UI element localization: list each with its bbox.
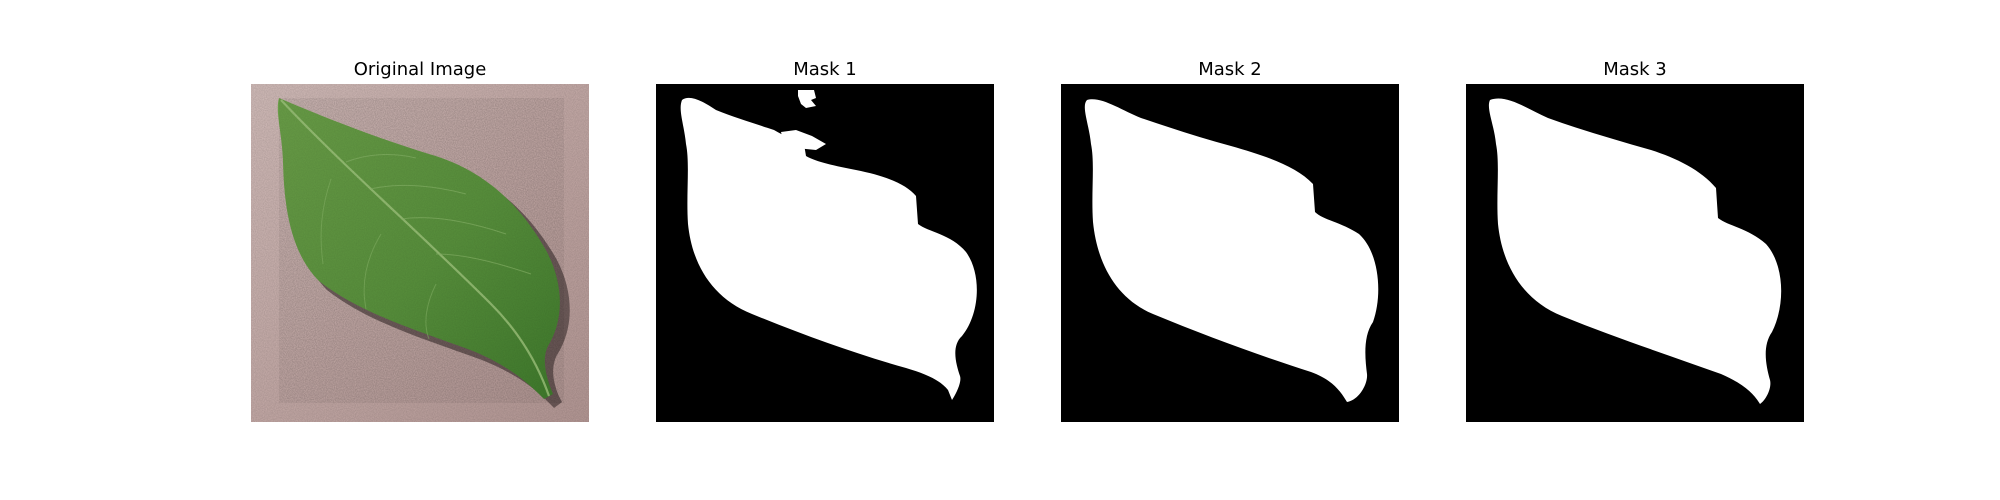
panel-mask-3: Mask 3 [1466,0,1804,500]
panel-title: Mask 3 [1603,59,1667,80]
panel-original-image: Original Image [251,0,589,500]
panel-title: Mask 1 [793,59,857,80]
mask-image-3 [1466,84,1804,422]
mask-image-2 [1061,84,1399,422]
mask-image-1 [656,84,994,422]
panel-mask-2: Mask 2 [1061,0,1399,500]
panel-mask-1: Mask 1 [656,0,994,500]
panel-title: Mask 2 [1198,59,1262,80]
leaf-photo [251,84,589,422]
panel-title: Original Image [353,59,487,80]
